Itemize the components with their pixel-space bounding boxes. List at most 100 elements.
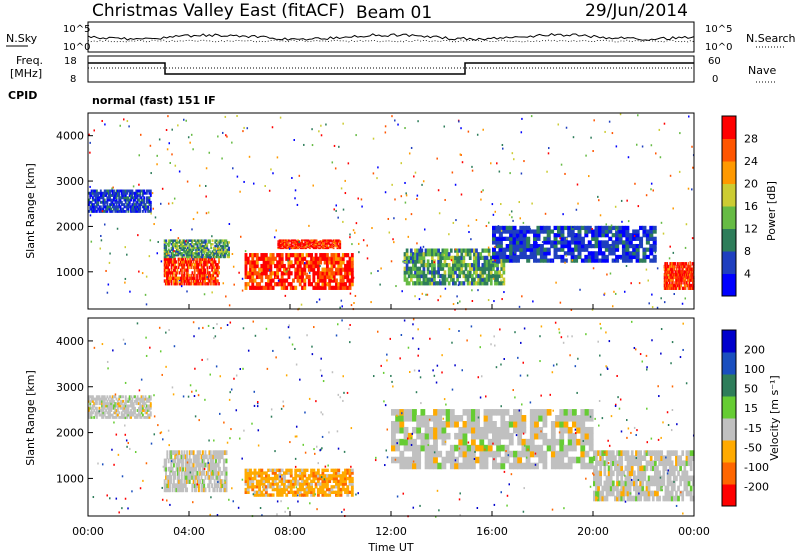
heatmap-cell — [498, 247, 503, 252]
noise-right-tick-top: 10^5 — [705, 24, 732, 35]
heatmap-cell — [126, 413, 129, 417]
heatmap-cell — [441, 438, 447, 446]
heatmap-cell — [181, 268, 183, 272]
heatmap-cell — [466, 263, 470, 268]
heatmap-cell — [103, 200, 106, 204]
heatmap-cell — [301, 247, 303, 250]
heatmap-cell — [164, 268, 167, 272]
heatmap-cell — [494, 259, 496, 262]
heatmap-cell — [207, 466, 210, 472]
heatmap-cell — [130, 409, 132, 412]
heatmap-cell — [464, 248, 468, 253]
heatmap-cell — [316, 241, 319, 243]
heatmap-cell — [119, 399, 122, 403]
heatmap-cell — [176, 475, 179, 480]
heatmap-cell — [204, 282, 207, 286]
heatmap-cell — [287, 479, 291, 483]
heatmap-cell — [314, 471, 318, 475]
heatmap-cell — [178, 479, 181, 484]
heatmap-cell — [601, 243, 606, 249]
heatmap-cell — [99, 413, 102, 417]
heatmap-cell — [187, 246, 189, 250]
heatmap-cell — [449, 409, 455, 416]
heatmap-cell — [424, 281, 428, 286]
heatmap-cell — [669, 283, 671, 288]
heatmap-cell — [144, 395, 147, 399]
heatmap-cell — [188, 479, 191, 484]
heatmap-cell — [132, 205, 135, 209]
heatmap-cell — [195, 253, 198, 257]
heatmap-cell — [171, 271, 174, 275]
heatmap-cell — [115, 196, 118, 200]
heatmap-cell — [115, 191, 118, 195]
heatmap-cell — [509, 251, 514, 256]
heatmap-cell — [89, 404, 92, 408]
heatmap-cell — [445, 456, 451, 464]
heatmap-cell — [591, 243, 596, 249]
heatmap-cell — [301, 468, 304, 472]
heatmap-cell — [410, 213, 413, 216]
heatmap-cell — [678, 270, 681, 274]
heatmap-cell — [673, 275, 676, 280]
heatmap-cell — [112, 194, 115, 197]
heatmap-cell — [511, 216, 513, 219]
heatmap-cell — [667, 278, 669, 282]
heatmap-cell — [169, 466, 171, 472]
heatmap-cell — [305, 260, 309, 265]
heatmap-cell — [147, 200, 150, 204]
heatmap-cell — [492, 258, 497, 263]
heatmap-cell — [217, 454, 220, 460]
heatmap-cell — [208, 479, 211, 484]
heatmap-cell — [307, 474, 311, 478]
heatmap-cell — [405, 255, 409, 260]
heatmap-cell — [344, 271, 347, 276]
heatmap-cell — [543, 258, 548, 263]
heatmap-cell — [405, 263, 409, 268]
heatmap-cell — [186, 487, 189, 493]
heatmap-cell — [107, 415, 110, 419]
heatmap-cell — [195, 483, 198, 489]
heatmap-cell — [351, 243, 353, 246]
heatmap-cell — [666, 275, 669, 280]
heatmap-cell — [680, 283, 682, 288]
heatmap-cell — [187, 241, 189, 244]
heatmap-cell — [97, 207, 100, 211]
heatmap-cell — [404, 260, 406, 263]
heatmap-cell — [492, 225, 497, 231]
heatmap-cell — [668, 275, 670, 280]
heatmap-cell — [134, 209, 136, 213]
heatmap-cell — [203, 250, 206, 253]
heatmap-cell — [529, 426, 535, 434]
heatmap-cell — [193, 257, 196, 261]
heatmap-cell — [676, 264, 678, 269]
heatmap-cell — [539, 247, 544, 252]
heatmap-cell — [621, 243, 626, 249]
heatmap-cell — [505, 247, 510, 252]
heatmap-cell — [191, 271, 194, 275]
heatmap-cell — [289, 479, 293, 483]
heatmap-cell — [187, 479, 190, 484]
heatmap-cell — [526, 229, 531, 234]
heatmap-cell — [521, 420, 527, 428]
heatmap-cell — [451, 171, 454, 174]
heatmap-cell — [395, 444, 401, 452]
heatmap-cell — [213, 487, 216, 493]
heatmap-cell — [467, 130, 470, 133]
heatmap-cell — [618, 490, 621, 497]
heatmap-cell — [253, 263, 257, 269]
heatmap-cell — [103, 413, 106, 417]
heatmap-cell — [206, 255, 209, 259]
heatmap-cell — [320, 245, 323, 248]
heatmap-cell — [525, 462, 531, 470]
heatmap-cell — [197, 268, 200, 272]
heatmap-cell — [205, 260, 208, 264]
heatmap-cell — [170, 265, 173, 270]
heatmap-cell — [280, 274, 284, 280]
heatmap-cell — [341, 267, 345, 272]
heatmap-cell — [667, 264, 669, 269]
heatmap-cell — [90, 399, 93, 403]
heatmap-cell — [94, 209, 97, 213]
heatmap-cell — [185, 239, 188, 242]
heatmap-cell — [197, 479, 200, 484]
heatmap-cell — [630, 455, 634, 461]
